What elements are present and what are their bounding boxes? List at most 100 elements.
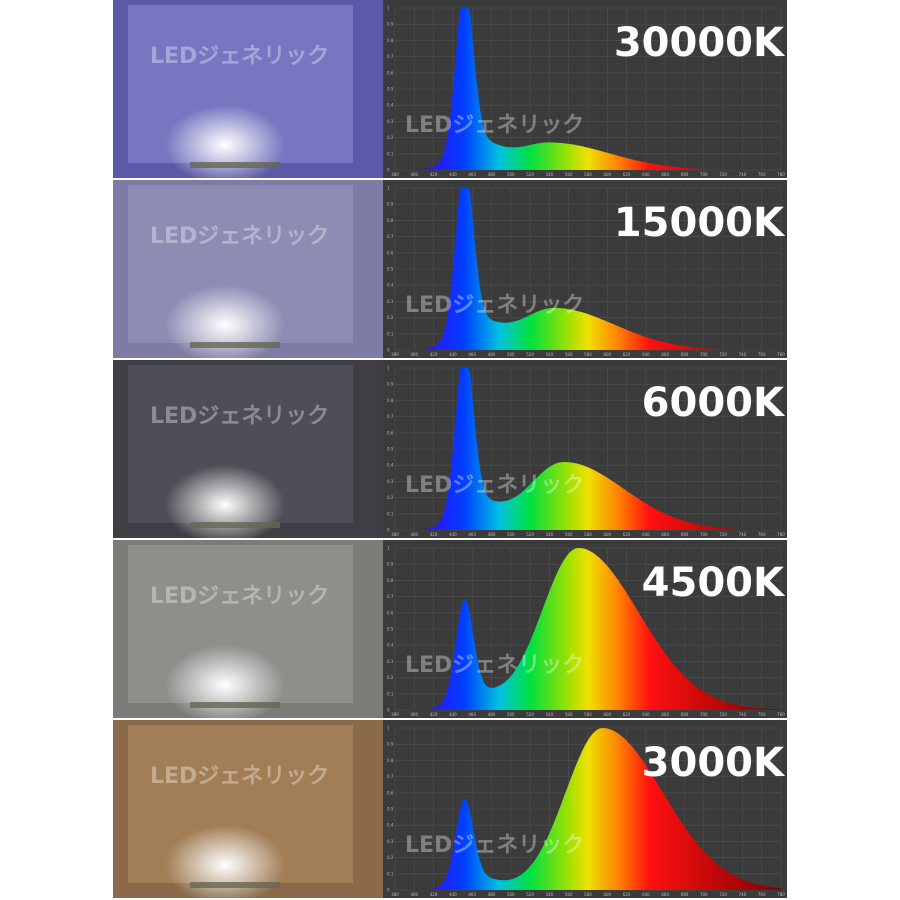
- x-tick-label: 700: [700, 532, 708, 537]
- x-tick-label: 540: [546, 532, 554, 537]
- y-tick-label: 0.4: [387, 463, 394, 468]
- panel: LEDジェネリック 0 0.1 0.2 0.3 0.4 0.5 0.6 0.7 0.8 0.9 1 38…: [113, 360, 787, 545]
- x-tick-label: 560: [565, 172, 573, 177]
- x-tick-label: 520: [526, 892, 534, 897]
- x-tick-label: 480: [488, 172, 496, 177]
- x-tick-label: 720: [719, 172, 727, 177]
- watermark: LEDジェネリック: [405, 113, 584, 138]
- x-tick-label: 400: [410, 172, 418, 177]
- x-tick-label: 760: [758, 892, 766, 897]
- x-tick-label: 540: [546, 352, 554, 357]
- y-tick-label: 0: [387, 888, 390, 893]
- y-tick-label: 1: [387, 546, 390, 551]
- x-tick-label: 740: [739, 352, 747, 357]
- y-tick-label: 0.3: [387, 119, 394, 124]
- x-tick-label: 540: [546, 892, 554, 897]
- y-tick-label: 1: [387, 6, 390, 11]
- y-tick-label: 0.8: [387, 38, 394, 43]
- y-tick-label: 0.7: [387, 234, 394, 239]
- x-tick-label: 640: [642, 892, 650, 897]
- y-tick-label: 0.6: [387, 610, 394, 615]
- x-tick-label: 680: [681, 892, 689, 897]
- watermark: LEDジェネリック: [150, 404, 329, 429]
- x-tick-label: 660: [661, 892, 669, 897]
- x-tick-label: 500: [507, 352, 515, 357]
- light-glow: [165, 105, 285, 185]
- x-tick-label: 700: [700, 172, 708, 177]
- x-tick-label: 440: [449, 352, 457, 357]
- y-tick-label: 0: [387, 348, 390, 353]
- x-tick-label: 460: [468, 532, 476, 537]
- x-tick-label: 540: [546, 712, 554, 717]
- watermark: LEDジェネリック: [405, 653, 584, 678]
- watermark: LEDジェネリック: [150, 764, 329, 789]
- x-tick-label: 760: [758, 532, 766, 537]
- x-tick-label: 780: [777, 892, 785, 897]
- x-tick-label: 380: [391, 892, 399, 897]
- y-tick-label: 0.3: [387, 299, 394, 304]
- x-tick-label: 740: [739, 892, 747, 897]
- x-tick-label: 420: [430, 172, 438, 177]
- x-tick-label: 580: [584, 892, 592, 897]
- y-tick-label: 0.2: [387, 135, 394, 140]
- x-tick-label: 500: [507, 712, 515, 717]
- x-tick-label: 760: [758, 712, 766, 717]
- y-tick-label: 0.2: [387, 495, 394, 500]
- x-tick-label: 480: [488, 712, 496, 717]
- x-tick-label: 380: [391, 172, 399, 177]
- panel: LEDジェネリック 0 0.1 0.2 0.3 0.4 0.5 0.6 0.7 0.8 0.9 1 38…: [113, 180, 787, 365]
- watermark: LEDジェネリック: [405, 473, 584, 498]
- x-tick-label: 580: [584, 352, 592, 357]
- x-tick-label: 620: [623, 892, 631, 897]
- x-tick-label: 400: [410, 892, 418, 897]
- x-tick-label: 480: [488, 532, 496, 537]
- y-tick-label: 0.1: [387, 331, 394, 336]
- x-tick-label: 480: [488, 892, 496, 897]
- y-tick-label: 0.6: [387, 250, 394, 255]
- x-tick-label: 600: [603, 352, 611, 357]
- x-tick-label: 780: [777, 532, 785, 537]
- x-tick-label: 580: [584, 712, 592, 717]
- x-tick-label: 620: [623, 712, 631, 717]
- x-tick-label: 760: [758, 352, 766, 357]
- x-tick-label: 520: [526, 352, 534, 357]
- panel: LEDジェネリック 0 0.1 0.2 0.3 0.4 0.5 0.6 0.7 0.8 0.9 1 38…: [113, 0, 787, 185]
- x-tick-label: 420: [430, 712, 438, 717]
- led-board: [190, 702, 280, 708]
- y-tick-label: 0.8: [387, 578, 394, 583]
- x-tick-label: 520: [526, 532, 534, 537]
- x-tick-label: 500: [507, 892, 515, 897]
- y-tick-label: 1: [387, 726, 390, 731]
- y-tick-label: 0.8: [387, 218, 394, 223]
- y-tick-label: 0.9: [387, 562, 394, 567]
- x-tick-label: 400: [410, 712, 418, 717]
- x-tick-label: 560: [565, 892, 573, 897]
- x-tick-label: 720: [719, 892, 727, 897]
- x-tick-label: 440: [449, 892, 457, 897]
- y-tick-label: 0.8: [387, 398, 394, 403]
- x-tick-label: 640: [642, 532, 650, 537]
- x-tick-label: 740: [739, 172, 747, 177]
- x-tick-label: 380: [391, 352, 399, 357]
- y-tick-label: 1: [387, 186, 390, 191]
- x-tick-label: 600: [603, 532, 611, 537]
- y-tick-label: 0.1: [387, 691, 394, 696]
- x-tick-label: 660: [661, 712, 669, 717]
- y-tick-label: 0.1: [387, 151, 394, 156]
- x-tick-label: 720: [719, 532, 727, 537]
- x-tick-label: 420: [430, 352, 438, 357]
- x-tick-label: 440: [449, 532, 457, 537]
- y-tick-label: 0.7: [387, 414, 394, 419]
- y-tick-label: 0.4: [387, 103, 394, 108]
- x-tick-label: 760: [758, 172, 766, 177]
- x-tick-label: 380: [391, 712, 399, 717]
- spectrum: [395, 368, 781, 530]
- y-tick-label: 0.3: [387, 659, 394, 664]
- y-tick-label: 0.7: [387, 594, 394, 599]
- watermark: LEDジェネリック: [405, 833, 584, 858]
- y-tick-label: 0.5: [387, 627, 394, 632]
- y-tick-label: 0.2: [387, 855, 394, 860]
- y-tick-label: 0.5: [387, 807, 394, 812]
- led-board: [190, 522, 280, 528]
- led-board: [190, 162, 280, 168]
